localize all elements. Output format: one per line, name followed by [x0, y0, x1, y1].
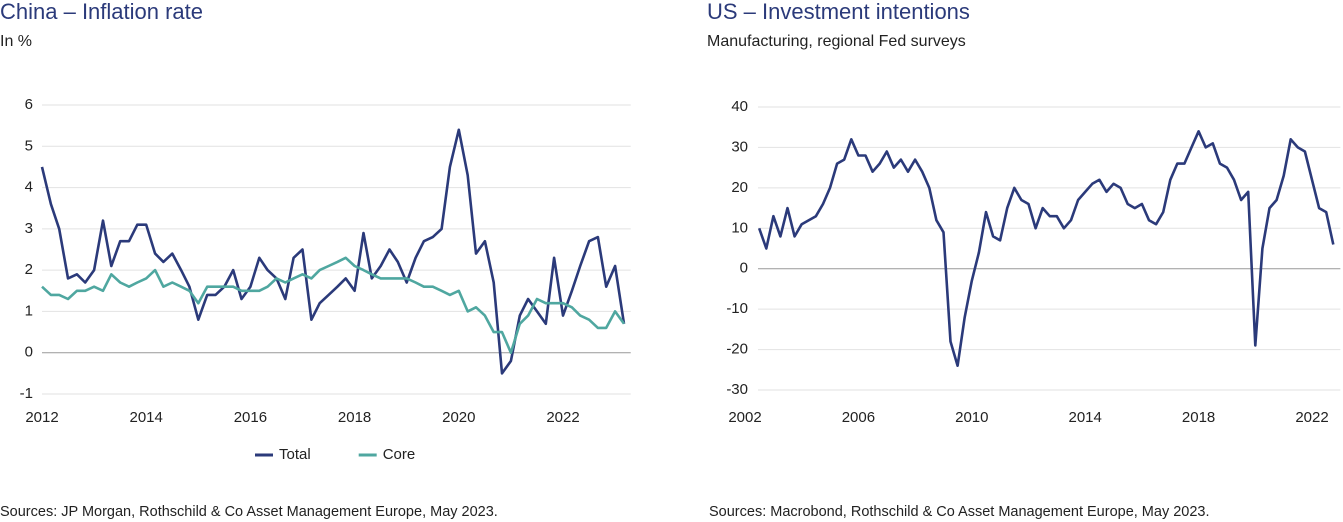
- source-note: Sources: Macrobond, Rothschild & Co Asse…: [709, 504, 1210, 520]
- x-tick-label: 2002: [728, 409, 761, 426]
- source-note: Sources: JP Morgan, Rothschild & Co Asse…: [0, 504, 498, 520]
- series-line: [41, 256, 626, 354]
- chart-title: US – Investment intentions: [707, 0, 970, 24]
- y-tick-label: 4: [25, 179, 33, 196]
- y-tick-label: 1: [25, 302, 33, 319]
- y-tick-label: 6: [25, 96, 33, 113]
- y-tick-label: -30: [726, 381, 748, 398]
- y-tick-label: 5: [25, 137, 33, 154]
- y-tick-label: 20: [731, 179, 748, 196]
- legend-label: Core: [383, 446, 416, 463]
- x-tick-label: 2006: [842, 409, 875, 426]
- y-tick-label: 0: [25, 344, 33, 361]
- y-tick-label: 40: [731, 98, 748, 115]
- y-tick-label: 10: [731, 219, 748, 236]
- y-tick-label: 3: [25, 220, 33, 237]
- series-line: [757, 130, 1335, 367]
- x-tick-label: 2018: [338, 409, 371, 426]
- y-tick-label: 2: [25, 261, 33, 278]
- chart-title: China – Inflation rate: [0, 0, 203, 24]
- y-tick-label: -1: [20, 385, 33, 402]
- x-tick-label: 2020: [442, 409, 475, 426]
- legend-label: Total: [279, 446, 311, 463]
- series-line: [40, 128, 626, 375]
- chart-subtitle: In %: [0, 33, 32, 50]
- x-tick-label: 2012: [25, 409, 58, 426]
- y-tick-label: 30: [731, 138, 748, 155]
- x-tick-label: 2014: [1069, 409, 1102, 426]
- y-tick-label: -20: [726, 341, 748, 358]
- y-tick-label: -10: [726, 300, 748, 317]
- x-tick-label: 2016: [234, 409, 267, 426]
- x-tick-label: 2018: [1182, 409, 1215, 426]
- x-tick-label: 2022: [546, 409, 579, 426]
- y-tick-label: 0: [740, 260, 748, 277]
- x-tick-label: 2010: [955, 409, 988, 426]
- x-tick-label: 2022: [1295, 409, 1328, 426]
- x-tick-label: 2014: [130, 409, 163, 426]
- chart-subtitle: Manufacturing, regional Fed surveys: [707, 33, 966, 50]
